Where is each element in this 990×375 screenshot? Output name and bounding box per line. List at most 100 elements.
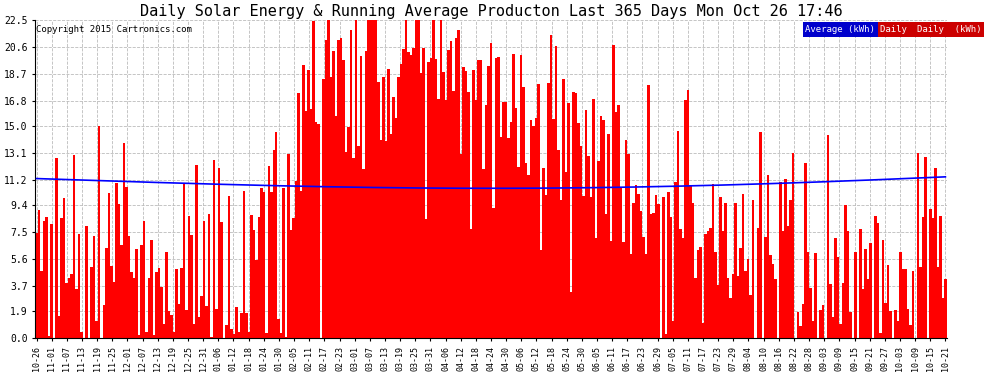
Bar [827,135,830,338]
Bar [325,40,328,338]
Bar [420,73,423,338]
Bar [48,336,50,338]
Bar [587,156,590,338]
Bar [607,134,610,338]
Bar [627,154,630,338]
Bar [315,122,318,338]
Bar [657,204,659,338]
Bar [812,321,815,338]
Bar [649,214,652,338]
Bar [894,310,897,338]
Bar [742,194,744,338]
Bar [697,250,700,338]
Bar [717,285,720,338]
Bar [175,269,177,338]
Bar [125,187,128,338]
Bar [722,231,725,338]
Bar [78,234,80,338]
Bar [90,267,93,338]
Bar [93,236,95,338]
Bar [349,30,352,338]
Bar [347,126,349,338]
Bar [861,289,864,338]
Bar [198,317,200,338]
Bar [774,279,777,338]
Bar [554,46,557,338]
Bar [643,237,644,338]
Bar [440,20,443,338]
Bar [784,179,787,338]
Bar [707,231,710,338]
Bar [103,305,105,338]
Bar [367,20,370,338]
Bar [459,154,462,338]
Bar [213,160,215,338]
Bar [592,99,595,338]
Bar [735,203,737,338]
Bar [190,236,193,338]
Bar [530,120,533,338]
Bar [203,221,205,338]
Bar [917,153,919,338]
Bar [340,38,343,338]
Bar [904,270,907,338]
Bar [150,240,152,338]
Bar [146,332,148,338]
Bar [684,100,687,338]
Bar [727,278,730,338]
Bar [303,65,305,338]
Bar [595,238,597,338]
Bar [438,99,440,338]
Bar [679,229,682,338]
Bar [941,298,944,338]
Bar [95,321,98,338]
Bar [372,20,375,338]
Bar [495,58,497,338]
Bar [602,120,605,338]
Bar [797,312,799,338]
Bar [764,237,767,338]
Bar [830,284,832,338]
Bar [749,294,751,338]
Bar [425,219,428,338]
Bar [572,92,574,338]
Bar [562,80,564,338]
Bar [925,156,927,338]
Bar [435,59,438,338]
Bar [208,214,210,338]
Bar [935,168,937,338]
Bar [280,333,282,338]
Text: Daily  (kWh): Daily (kWh) [917,25,981,34]
Bar [674,182,677,338]
Bar [610,241,612,338]
Bar [782,231,784,338]
Bar [354,20,357,338]
Bar [343,60,345,338]
Bar [840,324,842,338]
Bar [402,49,405,338]
Bar [520,55,522,338]
Bar [882,240,884,338]
Bar [38,210,41,338]
Bar [138,335,141,338]
Bar [507,138,510,338]
Bar [944,279,946,338]
Bar [400,64,402,338]
Bar [654,195,657,338]
Bar [564,172,567,338]
Bar [712,184,715,338]
Bar [854,252,856,338]
Bar [528,175,530,338]
Bar [310,109,313,338]
Bar [143,221,146,338]
Bar [802,304,804,338]
Bar [617,105,620,338]
Bar [167,311,170,338]
Bar [582,196,585,338]
Bar [477,60,480,338]
Bar [297,93,300,338]
Bar [517,167,520,338]
Bar [867,279,869,338]
Bar [423,48,425,338]
Bar [647,85,649,338]
